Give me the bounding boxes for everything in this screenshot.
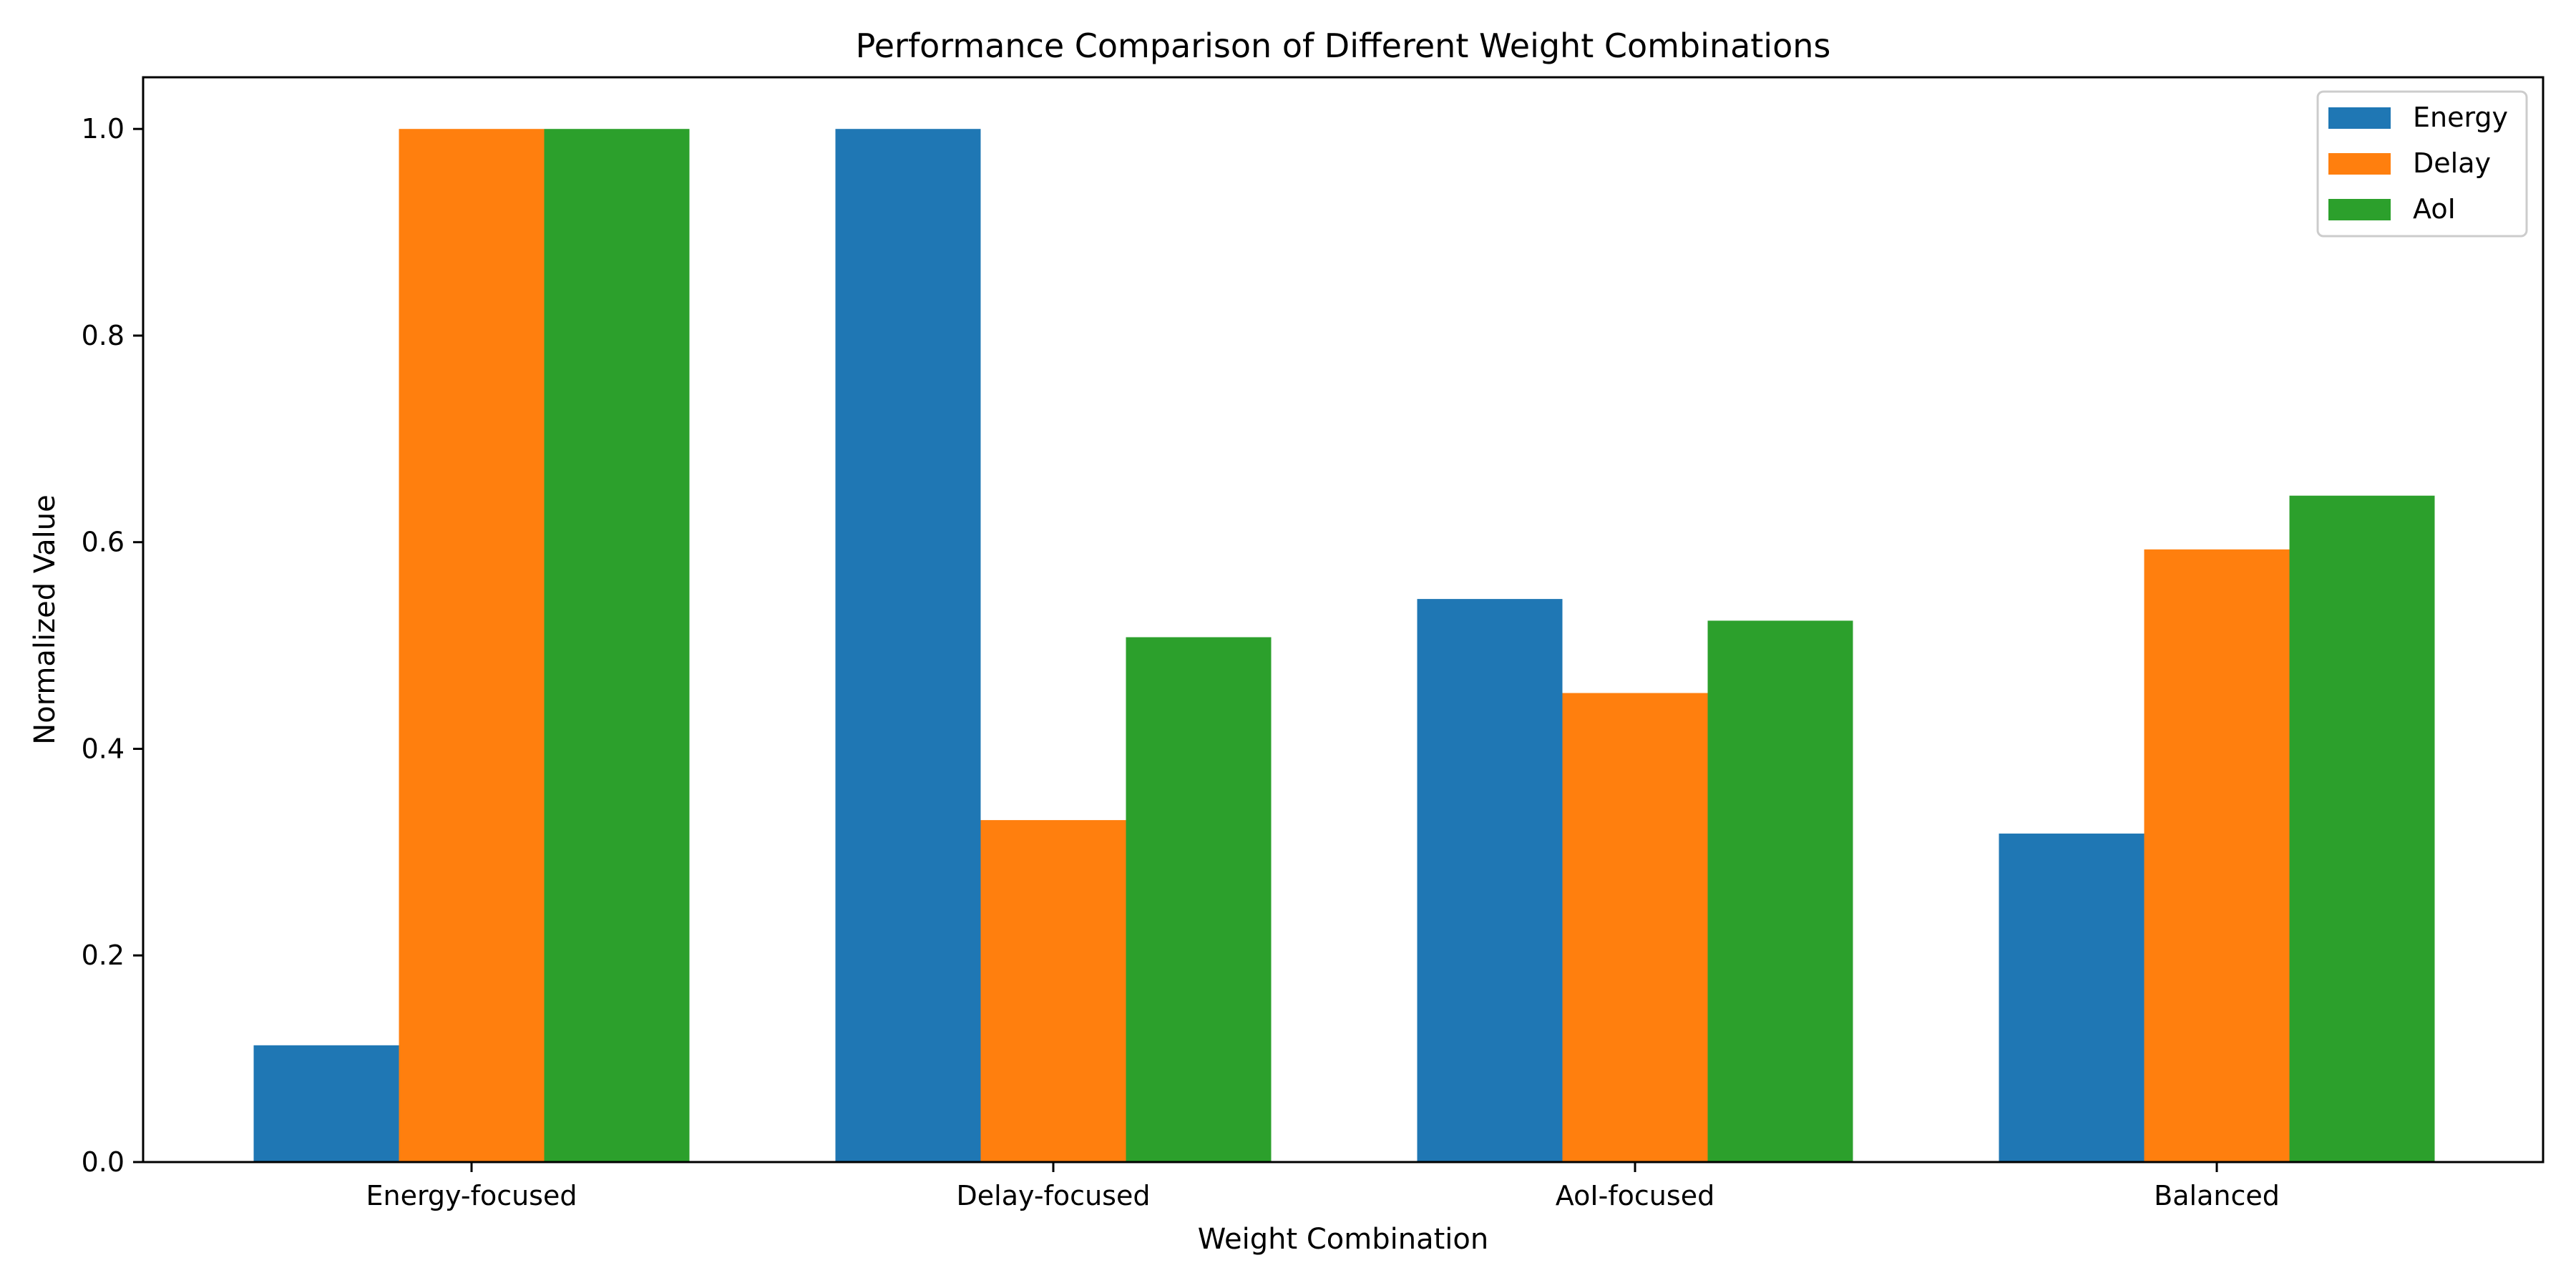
x-axis-ticks: Energy-focused Delay-focused AoI-focused Ba…: [366, 1162, 2280, 1211]
y-tick-label: 0.0: [82, 1146, 125, 1178]
bar-aoi-delay-focused: [1126, 637, 1272, 1162]
x-tick-label: Delay-focused: [957, 1180, 1151, 1211]
y-axis-ticks: 0.0 0.2 0.4 0.6 0.8 1.0: [82, 113, 143, 1178]
bar-delay-delay-focused: [980, 820, 1126, 1162]
x-tick-label: AoI-focused: [1556, 1180, 1714, 1211]
y-tick-label: 1.0: [82, 113, 125, 145]
legend-label-delay: Delay: [2413, 147, 2491, 179]
plot-area-frame: [142, 76, 2545, 1163]
legend-swatch-delay: [2328, 153, 2391, 175]
x-tick-label: Energy-focused: [366, 1180, 577, 1211]
bar-energy-aoi-focused: [1417, 599, 1563, 1162]
y-tick-label: 0.6: [82, 527, 125, 558]
bar-delay-aoi-focused: [1562, 693, 1708, 1162]
bar-delay-energy-focused: [399, 129, 545, 1163]
legend-items: Energy Delay AoI: [2328, 102, 2508, 225]
x-axis-label: Weight Combination: [1198, 1223, 1488, 1256]
legend-label-aoi: AoI: [2413, 193, 2456, 225]
bar-energy-delay-focused: [835, 129, 981, 1163]
bar-energy-energy-focused: [253, 1045, 399, 1162]
y-tick-label: 0.8: [82, 320, 125, 351]
x-tick-label: Balanced: [2154, 1180, 2280, 1211]
bar-aoi-aoi-focused: [1707, 620, 1853, 1162]
y-axis-label: Normalized Value: [29, 494, 62, 744]
chart-title: Performance Comparison of Different Weig…: [856, 26, 1831, 65]
bar-aoi-energy-focused: [544, 129, 690, 1163]
bar-delay-balanced: [2144, 549, 2290, 1162]
legend-swatch-aoi: [2328, 199, 2391, 220]
bar-energy-balanced: [1999, 833, 2145, 1162]
bar-aoi-balanced: [2289, 495, 2435, 1162]
y-tick-label: 0.2: [82, 940, 125, 971]
legend-swatch-energy: [2328, 107, 2391, 129]
legend: Energy Delay AoI: [2316, 90, 2528, 238]
y-tick-label: 0.4: [82, 733, 125, 765]
bars-group: [253, 129, 2435, 1163]
legend-label-energy: Energy: [2413, 102, 2508, 133]
